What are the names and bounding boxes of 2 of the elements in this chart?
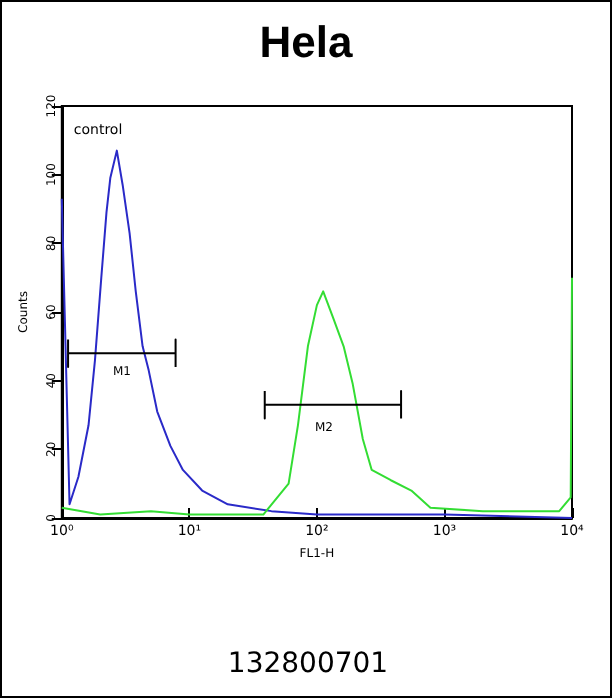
text: 132800701	[227, 648, 389, 680]
chart-title: Hela	[259, 17, 354, 67]
